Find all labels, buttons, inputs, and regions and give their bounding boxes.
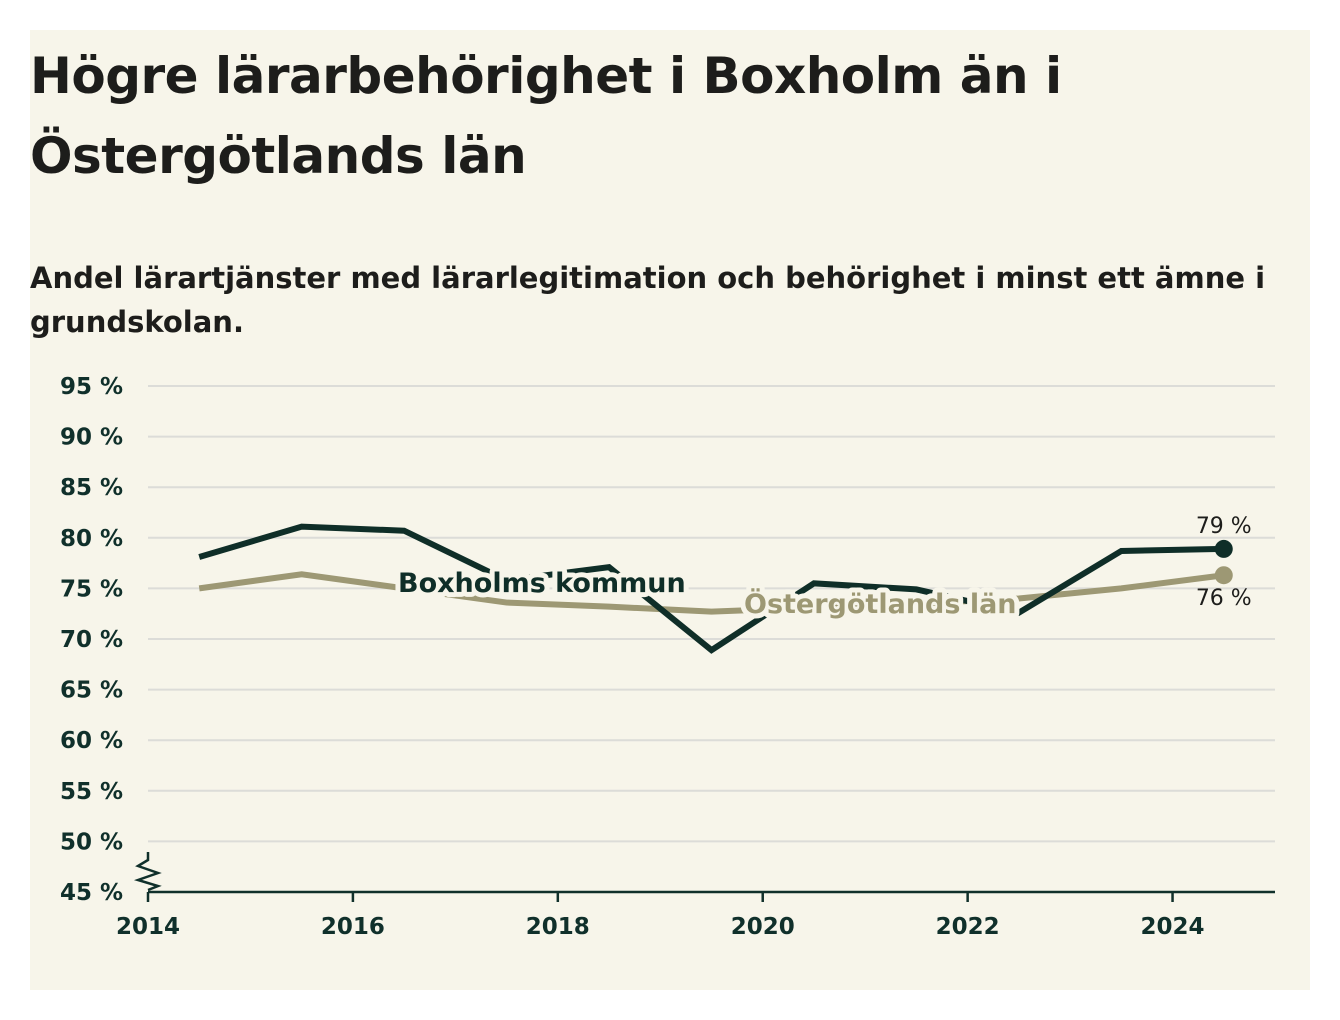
y-tick-label: 75 % — [60, 576, 123, 602]
y-tick-label: 80 % — [60, 526, 123, 552]
x-tick-label: 2014 — [116, 914, 180, 940]
y-tick-label: 65 % — [60, 678, 123, 704]
chart-subtitle: Andel lärartjänster med lärarlegitimatio… — [30, 261, 1266, 339]
x-tick-label: 2020 — [731, 914, 795, 940]
chart-title: Högre lärarbehörighet i Boxholm än i Öst… — [30, 47, 1062, 185]
boxholm-end-label: 79 % — [1196, 514, 1252, 539]
axis-break-icon — [133, 852, 162, 892]
boxholm-series-label: Boxholms kommun — [398, 568, 686, 599]
boxholm-end-point — [1214, 539, 1233, 558]
lan-end-point — [1214, 566, 1233, 585]
y-tick-label: 45 % — [60, 880, 123, 906]
lan-end-label: 76 % — [1196, 586, 1252, 611]
y-tick-label: 50 % — [60, 829, 123, 855]
x-tick-label: 2016 — [321, 914, 385, 940]
chart-panel: Högre lärarbehörighet i Boxholm än i Öst… — [30, 30, 1310, 990]
y-tick-label: 55 % — [60, 779, 123, 805]
y-tick-label: 70 % — [60, 627, 123, 653]
y-tick-label: 85 % — [60, 475, 123, 501]
y-tick-label: 95 % — [60, 374, 123, 400]
boxholm-series-line — [198, 523, 1224, 654]
x-tick-label: 2024 — [1141, 914, 1205, 940]
x-tick-label: 2022 — [936, 914, 1000, 940]
lan-series-label: Östergötlands län — [744, 587, 1017, 620]
y-tick-label: 90 % — [60, 425, 123, 451]
x-tick-label: 2018 — [526, 914, 590, 940]
y-tick-label: 60 % — [60, 728, 123, 754]
